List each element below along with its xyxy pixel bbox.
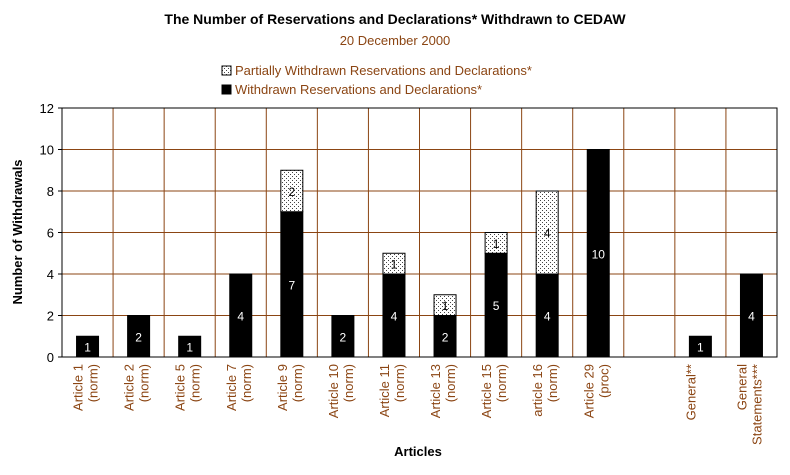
chart-title: The Number of Reservations and Declarati… bbox=[164, 11, 626, 27]
x-tick-label: Article 2 bbox=[122, 364, 137, 411]
x-tick-label: article 16 bbox=[530, 364, 545, 417]
bar-label-withdrawn: 10 bbox=[592, 247, 606, 261]
x-tick-label: (norm) bbox=[341, 364, 356, 402]
x-tick-label: Statements*** bbox=[749, 364, 764, 445]
chart-subtitle: 20 December 2000 bbox=[340, 33, 451, 48]
x-axis-title: Articles bbox=[394, 444, 442, 459]
bar-withdrawn bbox=[229, 273, 253, 358]
x-tick-label: General bbox=[734, 364, 749, 410]
y-tick-label: 12 bbox=[40, 101, 54, 116]
bar-partial bbox=[382, 252, 406, 275]
bar-label-partial: 1 bbox=[391, 258, 398, 272]
bar-label-partial: 4 bbox=[544, 227, 551, 241]
bar-withdrawn bbox=[586, 149, 610, 358]
x-tick-label: Article 5 bbox=[173, 364, 188, 411]
bar-partial bbox=[280, 169, 304, 213]
y-tick-label: 0 bbox=[47, 350, 54, 365]
x-tick-label: (norm) bbox=[137, 364, 152, 402]
bar-label-withdrawn: 2 bbox=[340, 330, 347, 344]
legend: Partially Withdrawn Reservations and Dec… bbox=[221, 63, 532, 97]
bar-label-withdrawn: 4 bbox=[237, 310, 244, 324]
x-tick-label: Article 7 bbox=[224, 364, 239, 411]
bar-label-partial: 1 bbox=[493, 237, 500, 251]
bar-withdrawn bbox=[688, 335, 712, 358]
x-tick-label: (norm) bbox=[392, 364, 407, 402]
bar-label-withdrawn: 4 bbox=[748, 310, 755, 324]
x-tick-label: (norm) bbox=[188, 364, 203, 402]
legend-label-partial: Partially Withdrawn Reservations and Dec… bbox=[235, 63, 532, 78]
legend-swatch-withdrawn bbox=[221, 84, 232, 95]
x-tick-label: Article 9 bbox=[275, 364, 290, 411]
bar-label-partial: 1 bbox=[442, 299, 449, 313]
bar-partial bbox=[535, 190, 559, 275]
bar-withdrawn bbox=[739, 273, 763, 358]
bar-label-withdrawn: 2 bbox=[442, 330, 449, 344]
y-axis: 0 2 4 6 8 10 12 bbox=[40, 101, 62, 365]
y-tick-label: 10 bbox=[40, 143, 54, 158]
bar-withdrawn bbox=[178, 335, 202, 358]
x-axis: Article 1 (norm) Article 2 (norm) Article 5(… bbox=[71, 364, 765, 445]
bar-label-withdrawn: 1 bbox=[84, 341, 91, 355]
x-tick-label: Article 15 bbox=[479, 364, 494, 418]
y-tick-label: 6 bbox=[47, 226, 54, 241]
bar-label-withdrawn: 1 bbox=[697, 341, 704, 355]
legend-swatch-partial bbox=[221, 65, 232, 76]
x-tick-label: (norm) bbox=[443, 364, 458, 402]
y-tick-label: 8 bbox=[47, 184, 54, 199]
bar-label-withdrawn: 7 bbox=[288, 278, 295, 292]
bar-label-withdrawn: 2 bbox=[135, 330, 142, 344]
x-tick-label: (norm) bbox=[290, 364, 305, 402]
x-tick-label: (proc) bbox=[596, 364, 611, 398]
legend-label-withdrawn: Withdrawn Reservations and Declarations* bbox=[235, 82, 482, 97]
x-tick-label: Article 13 bbox=[428, 364, 443, 418]
x-tick-label: (norm) bbox=[86, 364, 101, 402]
grid bbox=[61, 107, 778, 358]
x-tick-label: Article 11 bbox=[377, 364, 392, 417]
x-tick-label: General** bbox=[683, 364, 698, 420]
y-axis-title: Number of Withdrawals bbox=[10, 159, 25, 304]
bar-withdrawn bbox=[76, 335, 100, 358]
bars: 1 2 1 4 7 2 2 4 1 2 1 5 1 4 4 10 1 4 bbox=[76, 149, 763, 358]
bar-label-partial: 2 bbox=[288, 185, 295, 199]
bar-label-withdrawn: 4 bbox=[544, 310, 551, 324]
bar-withdrawn bbox=[127, 315, 151, 358]
bar-label-withdrawn: 5 bbox=[493, 299, 500, 313]
x-tick-label: (norm) bbox=[545, 364, 560, 402]
bar-label-withdrawn: 1 bbox=[186, 341, 193, 355]
x-tick-label: (norm) bbox=[239, 364, 254, 402]
bar-withdrawn bbox=[331, 315, 355, 358]
bar-label-withdrawn: 4 bbox=[391, 310, 398, 324]
x-tick-label: Article 29 bbox=[581, 364, 596, 418]
y-tick-label: 4 bbox=[47, 267, 54, 282]
bar-partial bbox=[433, 294, 457, 316]
x-tick-label: (norm) bbox=[494, 364, 509, 402]
y-tick-label: 2 bbox=[47, 309, 54, 324]
bar-partial bbox=[484, 232, 508, 254]
x-tick-label: Article 10 bbox=[326, 364, 341, 418]
x-tick-label: Article 1 bbox=[71, 364, 86, 411]
